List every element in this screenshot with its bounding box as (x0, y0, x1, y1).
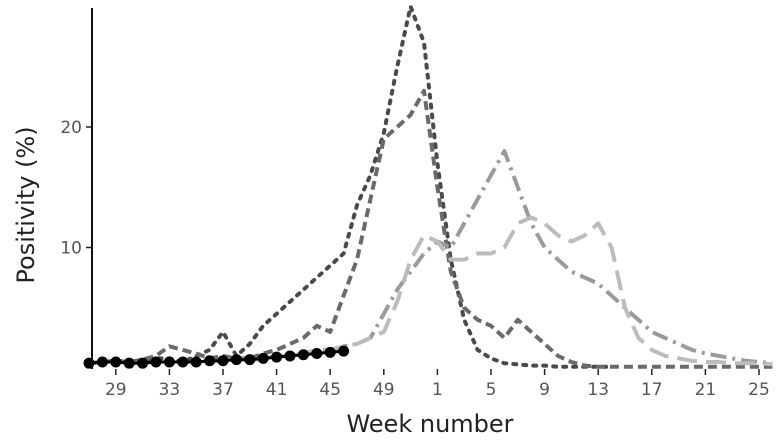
x-tick-label: 29 (105, 380, 127, 400)
observed-point (110, 356, 122, 368)
x-tick-layer: 29 33 37 41 45 49 1 5 9 13 17 21 25 (105, 369, 770, 400)
observed-point (190, 356, 202, 368)
x-tick-label: 33 (159, 380, 181, 400)
observed-point (123, 357, 135, 369)
x-axis-title: Week number (346, 410, 513, 438)
y-tick-label: 20 (60, 118, 82, 138)
observed-point (177, 356, 189, 368)
x-tick-label: 25 (748, 380, 770, 400)
observed-point (257, 352, 269, 364)
x-tick-label: 45 (319, 380, 341, 400)
observed-point (163, 356, 175, 368)
x-tick-label: 5 (486, 380, 497, 400)
series-layer (83, 4, 773, 369)
x-tick-label: 37 (212, 380, 234, 400)
y-tick-label: 10 (60, 239, 82, 259)
observed-point (96, 356, 108, 368)
x-tick-label: 41 (266, 380, 288, 400)
observed-point (284, 350, 296, 362)
observed-point (297, 349, 309, 361)
series-line-dashed (88, 88, 773, 369)
y-tick-layer: 10 20 (60, 118, 92, 259)
observed-point (244, 354, 256, 366)
observed-point (311, 348, 323, 360)
x-tick-label: 13 (587, 380, 609, 400)
observed-point (217, 355, 229, 367)
y-axis-title: Positivity (%) (12, 126, 40, 283)
observed-point (338, 345, 350, 357)
x-tick-label: 17 (641, 380, 663, 400)
observed-point (204, 355, 216, 367)
series-line-dash-dot (209, 149, 773, 366)
x-tick-label: 9 (539, 380, 550, 400)
observed-point (150, 356, 162, 368)
x-tick-label: 49 (373, 380, 395, 400)
x-tick-label: 1 (432, 380, 443, 400)
x-tick-label: 21 (695, 380, 717, 400)
series-line-dotted (87, 4, 614, 369)
observed-point (230, 354, 242, 366)
observed-point (271, 351, 283, 363)
observed-point (324, 346, 336, 358)
observed-point (137, 357, 149, 369)
